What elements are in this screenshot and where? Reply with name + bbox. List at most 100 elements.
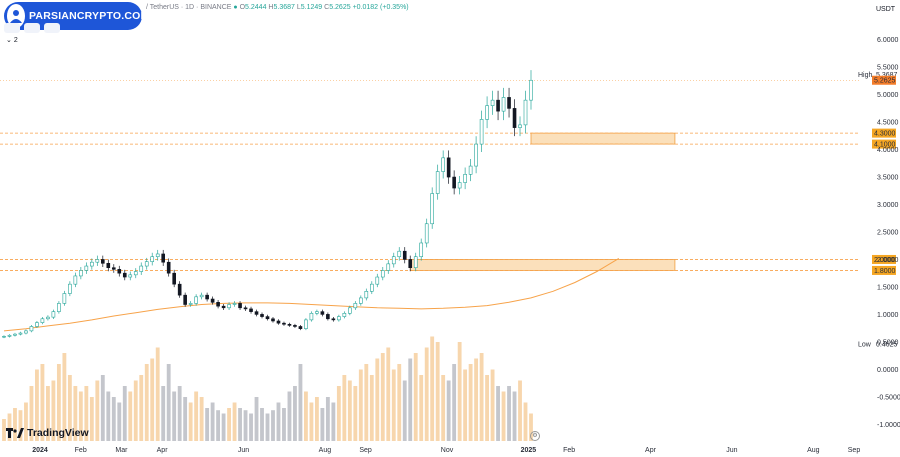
volume-bar bbox=[309, 402, 314, 441]
symbol-label: / TetherUS · 1D · BINANCE bbox=[146, 4, 232, 11]
time-tick-label: Feb bbox=[563, 447, 575, 454]
volume-bar bbox=[188, 402, 193, 441]
candle-body bbox=[276, 320, 281, 324]
volume-bar bbox=[100, 375, 105, 441]
high-marker-label: High bbox=[858, 72, 873, 79]
volume-bar bbox=[161, 386, 166, 441]
volume-bar bbox=[205, 408, 210, 441]
volume-bar bbox=[166, 364, 171, 441]
volume-bar bbox=[13, 408, 17, 441]
volume-bar bbox=[402, 380, 407, 441]
volume-bar bbox=[523, 402, 528, 441]
volume-bar bbox=[463, 369, 468, 441]
candle-body bbox=[205, 294, 209, 300]
candle-body bbox=[40, 318, 45, 323]
volume-bar bbox=[210, 402, 215, 441]
candle-body bbox=[227, 304, 231, 309]
volume-bar bbox=[227, 408, 231, 441]
volume-bar bbox=[397, 364, 402, 441]
indicator-pills[interactable] bbox=[4, 23, 60, 33]
volume-bar bbox=[7, 413, 12, 441]
volume-bar bbox=[336, 386, 341, 441]
low-value: 5.1249 bbox=[300, 4, 323, 11]
price-tick-label: 2.5000 bbox=[877, 229, 899, 236]
volume-bar bbox=[358, 369, 363, 441]
candle-body bbox=[260, 314, 264, 317]
volume-bar bbox=[89, 397, 94, 441]
volume-bar bbox=[216, 410, 221, 441]
indicator-pill[interactable] bbox=[4, 23, 20, 33]
price-tick-label: 0.0000 bbox=[877, 367, 899, 374]
gear-icon[interactable]: ⚙ bbox=[530, 431, 540, 441]
time-tick-label: 2024 bbox=[32, 447, 48, 454]
candle-body bbox=[57, 303, 61, 312]
candle-body bbox=[139, 265, 144, 272]
candle-body bbox=[24, 330, 28, 334]
time-tick-label: Jun bbox=[726, 447, 737, 454]
price-tick-label: -1.0000 bbox=[877, 422, 900, 429]
time-tick-label: Feb bbox=[75, 447, 87, 454]
indicator-pill[interactable] bbox=[24, 23, 40, 33]
volume-bar bbox=[479, 353, 484, 441]
volume-bar bbox=[238, 408, 242, 441]
status-dot-icon: ● bbox=[233, 4, 238, 11]
volume-bar bbox=[24, 402, 28, 441]
price-tick-label: 3.0000 bbox=[877, 202, 899, 209]
candle-body bbox=[166, 261, 171, 274]
volume-bar bbox=[457, 342, 462, 441]
volume-bar bbox=[276, 402, 281, 441]
candle-body bbox=[348, 307, 352, 314]
candle-body bbox=[133, 271, 138, 276]
volume-bar bbox=[282, 408, 286, 441]
volume-bar bbox=[155, 347, 160, 441]
candle-body bbox=[188, 303, 193, 305]
candle-body bbox=[62, 293, 67, 304]
candle-body bbox=[375, 276, 380, 285]
candle-body bbox=[155, 253, 160, 258]
volume-bar bbox=[435, 342, 440, 441]
candle-body bbox=[117, 269, 122, 274]
time-tick-label: Sep bbox=[848, 447, 861, 454]
price-tick-label: 3.5000 bbox=[877, 175, 899, 182]
candle-body bbox=[7, 334, 12, 337]
level-label: 2.0000 bbox=[874, 257, 896, 264]
volume-bar bbox=[518, 380, 522, 441]
candle-body bbox=[106, 263, 111, 268]
candle-body bbox=[238, 303, 242, 309]
sma-polyline bbox=[3, 257, 620, 332]
candle-body bbox=[271, 318, 275, 322]
candle-body bbox=[161, 253, 166, 263]
currency-label[interactable]: USDT bbox=[876, 6, 896, 13]
price-tick-label: 1.5000 bbox=[877, 284, 899, 291]
high-marker-value: 5.3687 bbox=[876, 72, 898, 79]
indicator-pill[interactable] bbox=[44, 23, 60, 33]
volume-bar bbox=[73, 386, 78, 441]
volume-bar bbox=[51, 380, 56, 441]
candle-body bbox=[287, 323, 292, 326]
candle-body bbox=[68, 283, 72, 294]
candle-body bbox=[512, 108, 517, 128]
candle-body bbox=[337, 316, 341, 321]
level-label-bg bbox=[872, 254, 896, 264]
candle-body bbox=[490, 99, 495, 106]
price-tick-label: 5.0000 bbox=[877, 92, 899, 99]
candle-body bbox=[315, 311, 319, 314]
volume-bar bbox=[298, 364, 303, 441]
price-tick-label: 4.5000 bbox=[877, 120, 899, 127]
pane-toggle[interactable]: ⌄ 2 bbox=[6, 36, 18, 44]
candle-body bbox=[183, 294, 187, 305]
volume-bar bbox=[95, 380, 100, 441]
candle-body bbox=[254, 311, 259, 315]
volume-bar bbox=[150, 358, 155, 441]
candle-body bbox=[172, 272, 176, 285]
volume-bar bbox=[78, 391, 83, 441]
zone-box bbox=[409, 259, 676, 271]
candle-body bbox=[468, 165, 473, 175]
volume-bar bbox=[375, 358, 380, 441]
candle-body bbox=[474, 143, 478, 167]
volume-bar bbox=[133, 380, 138, 441]
volume-bar bbox=[386, 347, 391, 441]
candle-body bbox=[435, 171, 440, 194]
candle-body bbox=[485, 105, 489, 120]
